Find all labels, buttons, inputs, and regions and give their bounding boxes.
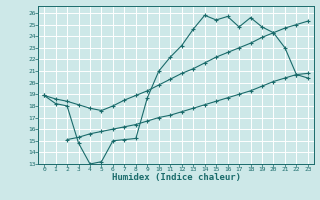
X-axis label: Humidex (Indice chaleur): Humidex (Indice chaleur) <box>111 173 241 182</box>
